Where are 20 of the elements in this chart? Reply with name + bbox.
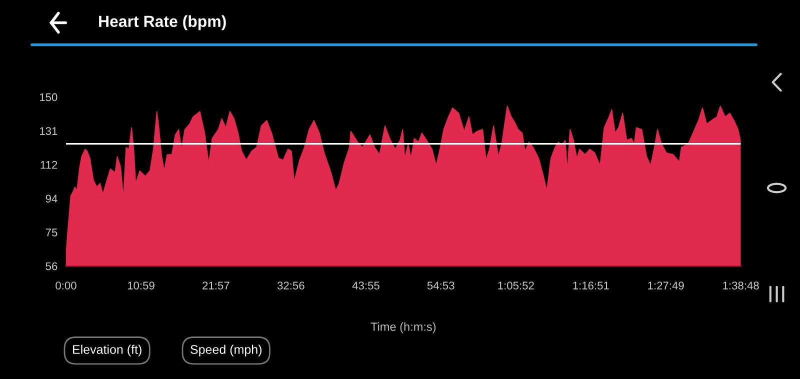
x-tick-label: 10:59	[128, 282, 154, 290]
x-tick-label: 54:53	[427, 282, 454, 290]
x-tick-label: 1:16:51	[573, 282, 609, 290]
y-tick-label: 131	[40, 127, 58, 135]
x-tick-label: 32:56	[277, 282, 304, 290]
x-tick-label: 43:55	[352, 282, 380, 290]
y-tick-label: 94	[46, 194, 58, 203]
x-tick-label: 1:27:49	[648, 282, 684, 290]
y-tick-label: 75	[46, 228, 58, 236]
text: Elevation (ft)	[73, 344, 142, 356]
x-axis-title: Time (h:m:s)	[370, 322, 436, 334]
y-tick-label: 112	[40, 160, 58, 169]
x-tick-label: 0:00	[56, 282, 76, 290]
y-tick-label: 150	[40, 93, 58, 102]
x-tick-label: 21:57	[202, 282, 230, 290]
x-tick-label: 1:05:52	[498, 282, 534, 290]
text: Speed (mph)	[190, 344, 262, 356]
x-tick-label: 1:38:48	[723, 282, 759, 290]
chart-title: Heart Rate (bpm)	[99, 15, 226, 30]
y-tick-label: 56	[46, 262, 58, 270]
